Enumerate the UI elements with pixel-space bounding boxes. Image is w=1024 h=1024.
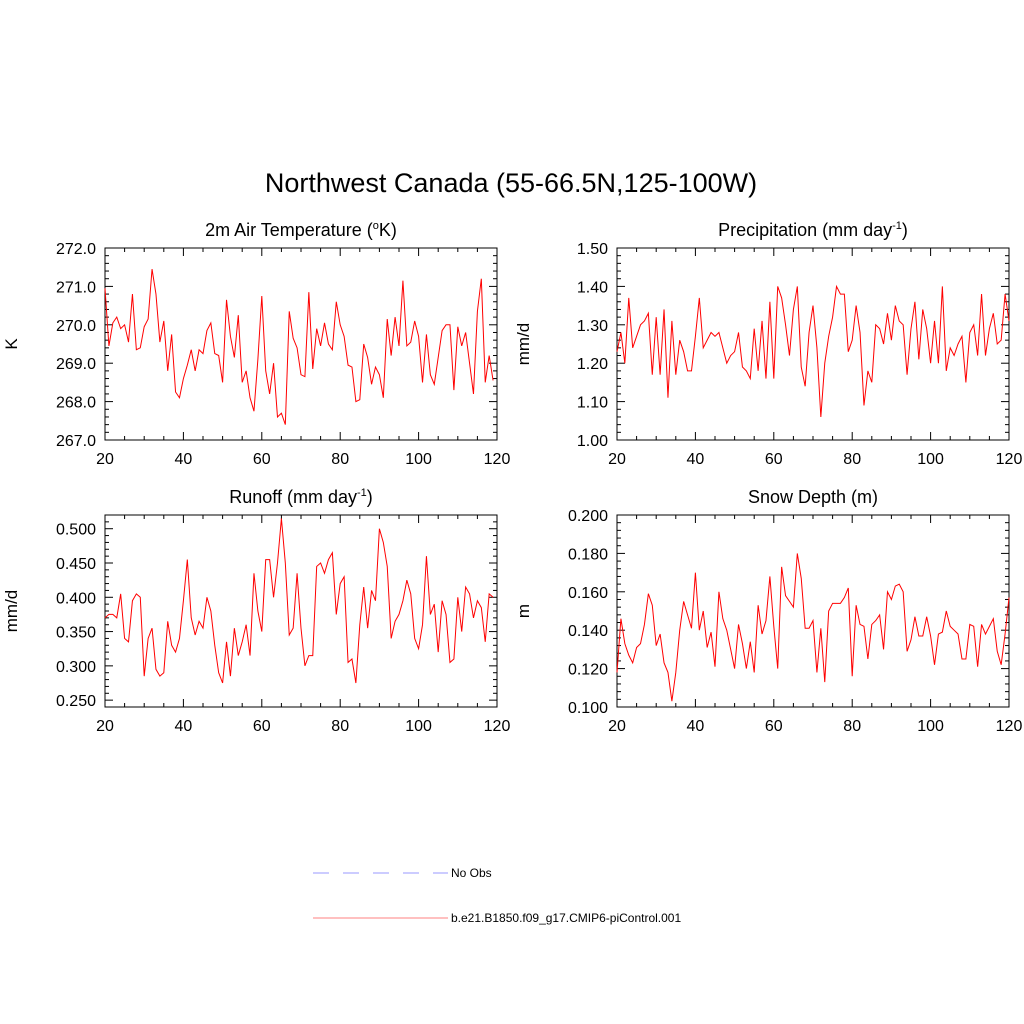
panel-title: Precipitation (mm day-1) <box>718 220 908 240</box>
y-tick-label: 0.250 <box>56 693 96 710</box>
x-tick-label: 120 <box>484 718 511 735</box>
panel-title-main: Snow Depth (m) <box>748 487 878 507</box>
y-tick-label: 0.450 <box>56 556 96 573</box>
x-tick-label: 120 <box>996 451 1023 468</box>
panel-title-tail: K) <box>379 220 397 240</box>
plot-frame <box>616 247 1010 441</box>
x-tick-label: 40 <box>175 451 193 468</box>
y-tick-label: 1.50 <box>577 241 608 258</box>
y-tick-label: 1.40 <box>577 279 608 296</box>
x-tick-label: 60 <box>253 451 271 468</box>
panel-title-main: 2m Air Temperature ( <box>205 220 373 240</box>
panel-title-sup-o: o <box>373 220 379 232</box>
x-tick-label: 20 <box>96 718 114 735</box>
x-tick-label: 80 <box>331 718 349 735</box>
y-axis-label: mm/d <box>514 323 533 366</box>
x-tick-label: 120 <box>484 451 511 468</box>
plot-frame <box>616 514 1010 708</box>
panel-title-main: Precipitation (mm day <box>718 220 892 240</box>
series-line <box>616 553 1010 702</box>
x-tick-label: 60 <box>253 718 271 735</box>
x-tick-label: 40 <box>687 451 705 468</box>
y-tick-label: 270.0 <box>56 318 96 335</box>
y-tick-label: 268.0 <box>56 395 96 412</box>
chart-panel-1: 2m Air Temperature (oK) K 20 40 60 80 100 120 26… <box>2 220 510 468</box>
x-tick-label: 20 <box>608 718 626 735</box>
chart-panel-4: Snow Depth (m) m 20 40 60 80 100 120 0.100 0.120 0… <box>514 487 1022 735</box>
y-tick-label: 1.00 <box>577 433 608 450</box>
y-tick-label: 269.0 <box>56 356 96 373</box>
chart-panels: 2m Air Temperature (oK) K 20 40 60 80 100 120 26… <box>2 220 1022 735</box>
y-tick-label: 0.120 <box>568 662 608 679</box>
y-axis-label: K <box>2 338 21 350</box>
y-tick-label: 267.0 <box>56 433 96 450</box>
panel-title: Runoff (mm day-1) <box>229 487 373 507</box>
x-tick-label: 40 <box>175 718 193 735</box>
y-tick-label: 272.0 <box>56 241 96 258</box>
panel-title: 2m Air Temperature (oK) <box>205 220 397 240</box>
y-tick-label: 0.180 <box>568 546 608 563</box>
y-tick-label: 0.200 <box>568 508 608 525</box>
x-tick-label: 20 <box>608 451 626 468</box>
y-axis-label: mm/d <box>2 590 21 633</box>
plot-frame <box>104 247 498 441</box>
x-tick-label: 20 <box>96 451 114 468</box>
panel-title-end: ) <box>367 487 373 507</box>
y-tick-label: 0.140 <box>568 623 608 640</box>
y-tick-label: 0.100 <box>568 700 608 717</box>
x-tick-label: 100 <box>405 718 432 735</box>
x-tick-label: 100 <box>917 718 944 735</box>
legend-label-2: b.e21.B1850.f09_g17.CMIP6-piControl.001 <box>451 911 681 925</box>
y-tick-label: 0.500 <box>56 522 96 539</box>
y-tick-label: 1.10 <box>577 395 608 412</box>
series-line <box>104 518 494 684</box>
legend-label-1: No Obs <box>451 866 492 880</box>
panel-title-sup: -1 <box>892 220 902 232</box>
x-tick-label: 100 <box>405 451 432 468</box>
y-tick-label: 0.160 <box>568 585 608 602</box>
panel-title-main: Runoff (mm day <box>229 487 357 507</box>
x-tick-label: 80 <box>843 718 861 735</box>
series-line <box>616 284 1010 417</box>
y-tick-label: 0.300 <box>56 659 96 676</box>
x-tick-label: 80 <box>331 451 349 468</box>
y-tick-label: 0.400 <box>56 590 96 607</box>
x-tick-label: 80 <box>843 451 861 468</box>
x-tick-label: 40 <box>687 718 705 735</box>
x-tick-label: 60 <box>765 718 783 735</box>
panel-title: Snow Depth (m) <box>748 487 878 507</box>
plot-frame <box>104 514 498 708</box>
page-title: Northwest Canada (55-66.5N,125-100W) <box>265 168 757 198</box>
panel-title-end: ) <box>902 220 908 240</box>
y-tick-label: 1.30 <box>577 318 608 335</box>
chart-panel-2: Precipitation (mm day-1) mm/d 20 40 60 80 100 1… <box>514 220 1022 468</box>
series-line <box>104 269 494 425</box>
y-tick-label: 271.0 <box>56 279 96 296</box>
x-tick-label: 100 <box>917 451 944 468</box>
y-tick-label: 0.350 <box>56 625 96 642</box>
y-tick-label: 1.20 <box>577 356 608 373</box>
x-tick-label: 60 <box>765 451 783 468</box>
panel-title-sup: -1 <box>357 487 367 499</box>
y-axis-label: m <box>514 604 533 618</box>
legend: No Obs b.e21.B1850.f09_g17.CMIP6-piContro… <box>313 866 681 925</box>
x-tick-label: 120 <box>996 718 1023 735</box>
chart-panel-3: Runoff (mm day-1) mm/d 20 40 60 80 100 120 0.250… <box>2 487 510 735</box>
